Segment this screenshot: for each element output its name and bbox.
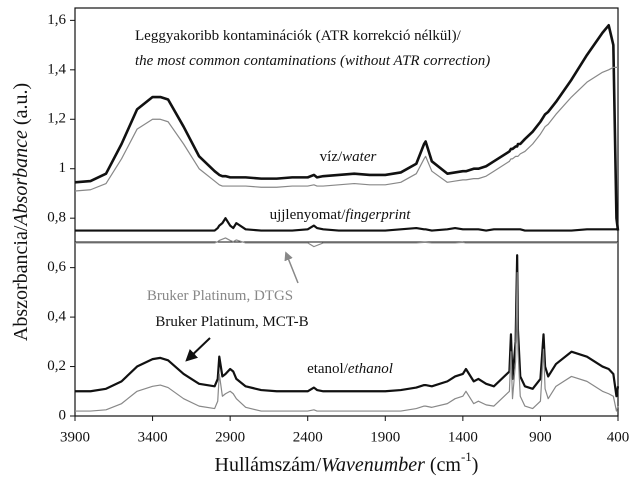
y-tick-label: 1,6 bbox=[47, 12, 66, 28]
annotation-part: Bruker Platinum, DTGS bbox=[147, 288, 293, 304]
y-tick-label: 0,8 bbox=[47, 210, 66, 226]
x-axis-title-part: -1 bbox=[461, 449, 472, 464]
x-tick-label: 3900 bbox=[60, 429, 90, 445]
spectrum-line bbox=[75, 217, 619, 232]
y-tick-label: 0,4 bbox=[47, 309, 66, 325]
spectrum-line bbox=[74, 24, 620, 231]
annotation-part: Leggyakoribb kontaminációk (ATR korrekci… bbox=[135, 28, 462, 44]
annotation-part: Bruker Platinum, MCT-B bbox=[155, 314, 308, 330]
annotation: etanol/ethanol bbox=[307, 361, 393, 377]
x-tick-label: 1400 bbox=[448, 429, 478, 445]
spectrum-line bbox=[74, 66, 618, 192]
y-axis-title: Abszorbancia/Absorbance (a.u.) bbox=[10, 83, 32, 341]
annotation-part: fingerprint bbox=[345, 207, 411, 223]
annotation: ujjlenyomat/fingerprint bbox=[270, 207, 412, 223]
spectrum-line bbox=[75, 271, 619, 412]
y-tick-label: 0 bbox=[59, 407, 67, 423]
x-tick-label: 3400 bbox=[138, 429, 168, 445]
annotation: the most common contaminations (without … bbox=[135, 53, 490, 69]
annotation: víz/water bbox=[320, 149, 377, 165]
y-tick-label: 1,2 bbox=[47, 111, 66, 127]
annotation: Bruker Platinum, MCT-B bbox=[155, 314, 308, 330]
annotation-part: ethanol bbox=[348, 361, 393, 377]
arrow bbox=[284, 251, 299, 284]
series-layer bbox=[74, 24, 620, 412]
y-tick-label: 1,4 bbox=[47, 61, 66, 77]
annotation: Bruker Platinum, DTGS bbox=[147, 288, 293, 304]
x-tick-label: 900 bbox=[529, 429, 552, 445]
x-tick-label: 2900 bbox=[215, 429, 245, 445]
x-axis-title-part: Hullámszám/ bbox=[215, 454, 322, 476]
x-axis-title-part: Wavenumber bbox=[321, 454, 425, 476]
y-axis-title-part: (a.u.) bbox=[10, 83, 32, 130]
annotation-part: the most common contaminations (without … bbox=[135, 53, 490, 69]
y-tick-label: 0,2 bbox=[47, 358, 66, 374]
spectrum-line bbox=[75, 254, 620, 398]
x-tick-label: 2400 bbox=[293, 429, 323, 445]
x-tick-label: 1900 bbox=[370, 429, 400, 445]
x-axis-title-part: (cm bbox=[425, 454, 462, 476]
x-axis-title-part: ) bbox=[472, 454, 479, 476]
annotation-part: etanol/ bbox=[307, 361, 349, 377]
arrow bbox=[185, 337, 211, 362]
plot-frame bbox=[74, 7, 619, 417]
annotation: Leggyakoribb kontaminációk (ATR korrekci… bbox=[135, 28, 462, 44]
annotation-part: water bbox=[342, 149, 376, 165]
x-tick-label: 400 bbox=[607, 429, 630, 445]
annotation-part: ujjlenyomat/ bbox=[270, 207, 347, 223]
y-tick-label: 1 bbox=[59, 160, 67, 176]
y-tick-label: 0,6 bbox=[47, 259, 66, 275]
y-axis-title-part: Abszorbancia/ bbox=[10, 225, 32, 341]
annotation-part: víz/ bbox=[320, 149, 343, 165]
x-axis-title: Hullámszám/Wavenumber (cm-1) bbox=[215, 449, 479, 475]
spectrum-line bbox=[75, 237, 618, 248]
y-axis-title-part: Absorbance bbox=[10, 130, 32, 228]
